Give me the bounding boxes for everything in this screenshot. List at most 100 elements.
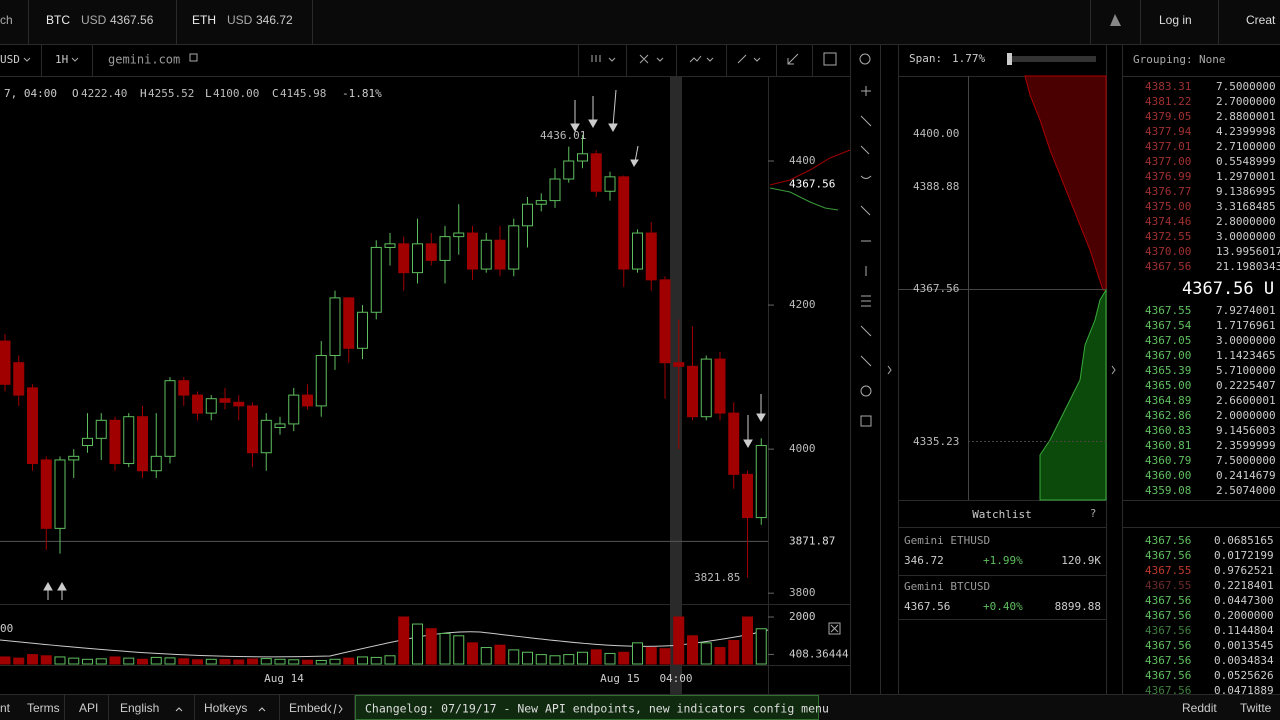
watch-name[interactable]: Gemini ETHUSD <box>904 534 990 547</box>
volume-bar <box>164 657 176 665</box>
span-handle[interactable] <box>1007 53 1012 65</box>
candle-body <box>0 340 11 385</box>
watch-name[interactable]: Gemini BTCUSD <box>904 580 990 593</box>
eth-symbol[interactable]: ETH <box>192 13 216 27</box>
ask-amount: 2.8800001 <box>1216 110 1276 123</box>
volume-bar <box>150 656 162 665</box>
candle-body <box>343 297 355 349</box>
trade-amount: 0.0013545 <box>1214 639 1274 652</box>
volume-bar <box>274 658 286 665</box>
trade-amount: 0.2218401 <box>1214 579 1274 592</box>
volume-bar <box>54 656 66 665</box>
theme-icon[interactable] <box>1110 14 1121 26</box>
bid-amount: 2.6600001 <box>1216 394 1276 407</box>
footer-link[interactable]: Hotkeys <box>204 701 247 715</box>
ask-amount: 9.1386995 <box>1216 185 1276 198</box>
interval-select[interactable]: 1H <box>55 53 68 66</box>
volume-bar <box>755 628 767 665</box>
grouping-value[interactable]: None <box>1199 53 1226 66</box>
btc-symbol[interactable]: BTC <box>46 13 70 27</box>
candle-body <box>329 297 341 356</box>
trade-amount: 0.0525626 <box>1214 669 1274 682</box>
candle-body <box>95 419 107 439</box>
ask-amount: 4.2399998 <box>1216 125 1276 138</box>
volume-bar <box>728 639 740 665</box>
eth-price: 346.72 <box>256 13 293 27</box>
bid-price: 4367.55 <box>1145 304 1191 317</box>
watchlist-help[interactable]: ? <box>1090 507 1097 520</box>
candle-body <box>632 232 643 270</box>
volume-bar <box>453 635 465 665</box>
candle-body <box>480 239 492 270</box>
y-tick-label: 4000 <box>789 442 816 455</box>
ohlc-o: 4222.40 <box>81 87 127 100</box>
span-label: Span: <box>909 52 942 65</box>
volume-bar <box>384 655 396 665</box>
volume-bar <box>632 642 643 665</box>
span-slider[interactable] <box>1008 56 1096 62</box>
ohlc-l-key: L <box>205 87 212 100</box>
pair-select[interactable]: USD <box>0 53 20 66</box>
footer-link[interactable]: Embed <box>289 701 327 715</box>
ohlc-h: 4255.52 <box>148 87 194 100</box>
ohlc-time: 7, 04:00 <box>4 87 57 100</box>
trade-price: 4367.56 <box>1145 639 1191 652</box>
candle-body <box>370 246 382 313</box>
candle-body <box>604 176 616 192</box>
x-tick-label: 04:00 <box>659 672 692 685</box>
trade-price: 4367.56 <box>1145 624 1191 637</box>
footer-link[interactable]: English <box>120 701 159 715</box>
candle-body <box>700 358 712 418</box>
changelog-box[interactable] <box>355 695 819 720</box>
trade-amount: 0.0447300 <box>1214 594 1274 607</box>
twitter[interactable]: Twitte <box>1240 701 1272 715</box>
changelog[interactable]: Changelog: 07/19/17 - New API endpoints,… <box>365 702 829 716</box>
source-link[interactable]: gemini.com <box>108 53 180 67</box>
candle-body <box>164 380 176 457</box>
low-annotation: 3821.85 <box>694 571 740 584</box>
x-tick-label: Aug 14 <box>264 672 304 685</box>
time-highlight <box>670 76 682 694</box>
ask-amount: 1.2970001 <box>1216 170 1276 183</box>
volume-bar <box>0 656 11 665</box>
volume-bar <box>205 658 217 665</box>
y-tick-label: 4200 <box>789 298 816 311</box>
candle-body <box>302 394 313 407</box>
footer-link[interactable]: Terms <box>27 701 60 715</box>
depth-price: 4367.56 <box>913 282 959 295</box>
bid-price: 4360.83 <box>1145 424 1191 437</box>
depth-mini-asks <box>769 149 851 186</box>
volume-bar <box>343 657 355 665</box>
watch-volume: 8899.88 <box>1055 600 1101 613</box>
volume-bar <box>563 654 575 665</box>
volume-bar <box>645 647 657 665</box>
volume-cut-label: 00 <box>0 622 13 635</box>
create[interactable]: Creat <box>1246 13 1276 27</box>
candle-body <box>178 380 190 396</box>
candle-body <box>219 398 231 403</box>
trade-amount: 0.2000000 <box>1214 609 1274 622</box>
candle-body <box>288 394 300 425</box>
candle-body <box>549 178 561 202</box>
bid-price: 4360.79 <box>1145 454 1191 467</box>
footer-cut: nt <box>0 701 11 715</box>
y-tick-label: 4400 <box>789 154 816 167</box>
close-volume[interactable] <box>828 622 841 635</box>
candle-body <box>522 203 533 227</box>
ask-price: 4372.55 <box>1145 230 1191 243</box>
candle-body <box>260 419 272 454</box>
ask-price: 4375.00 <box>1145 200 1191 213</box>
ask-price: 4377.00 <box>1145 155 1191 168</box>
trade-price: 4367.56 <box>1145 684 1191 697</box>
ask-amount: 0.5548999 <box>1216 155 1276 168</box>
watch-change: +1.99% <box>983 554 1023 567</box>
footer-link[interactable]: API <box>79 701 98 715</box>
reddit[interactable]: Reddit <box>1182 701 1217 715</box>
login[interactable]: Log in <box>1159 13 1192 27</box>
depth-price: 4335.23 <box>913 435 959 448</box>
btc-currency: USD <box>81 13 107 27</box>
ask-price: 4374.46 <box>1145 215 1191 228</box>
trade-price: 4367.56 <box>1145 654 1191 667</box>
bid-amount: 0.2225407 <box>1216 379 1276 392</box>
bid-amount: 3.0000000 <box>1216 334 1276 347</box>
